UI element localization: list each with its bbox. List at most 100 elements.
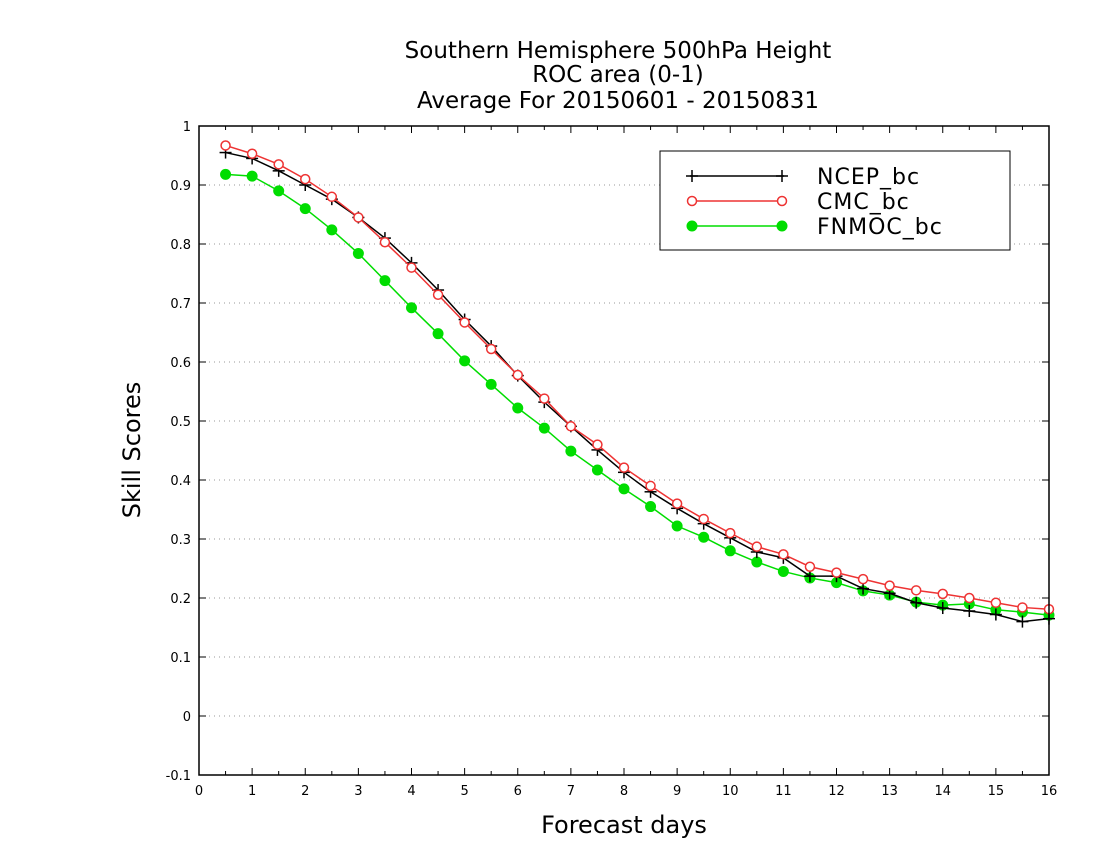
data-point-cmc-bc [246,148,258,159]
data-point-cmc-bc [831,567,842,578]
data-point-cmc-bc [964,592,975,604]
data-point-cmc-bc [804,561,816,572]
data-point-ncep-bc [936,602,949,615]
data-point-fnmoc-bc [538,422,550,434]
legend-label: CMC_bc [817,190,910,215]
data-point-cmc-bc [406,262,417,273]
data-point-cmc-bc [1017,602,1028,613]
data-point-fnmoc-bc [273,185,285,197]
data-point-ncep-bc [910,596,923,609]
series-layer [219,140,1055,628]
data-point-cmc-bc [751,541,763,552]
data-point-ncep-bc [963,604,976,617]
x-tick-label: 12 [828,784,845,799]
x-tick-label: 13 [881,784,898,799]
data-point-cmc-bc [459,317,470,328]
y-tick-label: 1 [183,120,191,135]
x-tick-label: 6 [514,784,522,799]
data-point-fnmoc-bc [777,565,789,577]
x-tick-label: 2 [301,784,309,799]
data-point-cmc-bc [698,513,709,525]
data-point-fnmoc-bc [326,224,338,236]
data-point-fnmoc-bc [671,520,683,532]
legend-marker-right [776,195,788,207]
data-point-fnmoc-bc [698,531,710,543]
data-point-cmc-bc [326,191,338,203]
data-point-ncep-bc [803,570,816,583]
legend-label: NCEP_bc [817,165,920,190]
data-point-cmc-bc [273,159,284,170]
data-point-fnmoc-bc [618,483,630,495]
data-point-cmc-bc [220,140,231,151]
title-line-3: Average For 20150601 - 20150831 [417,88,819,114]
x-tick-label: 11 [775,784,792,799]
data-point-fnmoc-bc [724,545,736,557]
y-tick-label: 0.2 [170,592,191,607]
y-tick-label: 0.8 [170,238,191,253]
data-point-fnmoc-bc [432,328,444,340]
y-tick-label: 0.7 [170,297,191,312]
y-tick-label: 0.9 [170,179,191,194]
y-tick-label: 0.6 [170,356,191,371]
data-point-cmc-bc [857,573,869,585]
data-point-fnmoc-bc [459,355,471,367]
data-point-fnmoc-bc [591,464,603,476]
y-axis-label: Skill Scores [118,382,146,519]
y-tick-label: 0.3 [170,533,191,548]
data-point-cmc-bc [512,369,523,381]
data-point-ncep-bc [1016,615,1029,628]
y-tick-label: 0 [183,710,191,725]
title-line-1: Southern Hemisphere 500hPa Height [405,38,832,64]
y-tick-label: 0.4 [170,474,191,489]
y-tick-label: 0.1 [170,651,191,666]
legend-marker-left [686,170,698,182]
data-point-ncep-bc [989,608,1002,621]
x-tick-label: 3 [354,784,362,799]
data-point-cmc-bc [539,393,550,404]
data-point-cmc-bc [884,580,895,591]
legend-item-cmc-bc: CMC_bc [686,190,910,215]
data-point-cmc-bc [300,173,311,185]
data-point-cmc-bc [485,343,497,355]
data-point-cmc-bc [990,597,1002,608]
data-point-cmc-bc [353,212,364,223]
x-tick-label: 1 [248,784,256,799]
data-point-fnmoc-bc [220,168,232,180]
data-point-fnmoc-bc [299,203,311,215]
data-point-cmc-bc [432,289,444,300]
data-point-cmc-bc [379,236,391,248]
x-tick-label: 7 [567,784,575,799]
data-point-fnmoc-bc [751,556,763,568]
x-tick-label: 8 [620,784,628,799]
axis-ticks: -0.100.10.20.30.40.50.60.70.80.910 1 2 3 4 5 6… [166,120,1058,799]
legend-label: FNMOC_bc [817,215,943,240]
x-tick-label: 16 [1041,784,1058,799]
x-tick-label: 10 [722,784,739,799]
x-axis-label: Forecast days [541,811,707,839]
data-point-ncep-bc [857,582,870,595]
legend-marker-left [686,220,698,232]
data-point-fnmoc-bc [485,378,497,390]
legend-marker-right [776,170,788,182]
x-tick-label: 15 [988,784,1005,799]
y-tick-label: -0.1 [166,769,191,784]
data-point-fnmoc-bc [565,445,577,457]
plot-frame [198,125,1050,776]
data-point-cmc-bc [725,527,736,539]
data-point-cmc-bc [910,585,922,596]
data-point-cmc-bc [778,549,789,560]
data-point-cmc-bc [937,588,948,600]
data-point-cmc-bc [618,462,630,473]
data-point-fnmoc-bc [512,402,524,414]
data-point-fnmoc-bc [645,501,657,513]
data-point-fnmoc-bc [379,275,391,287]
data-point-cmc-bc [645,480,656,492]
title-line-2: ROC area (0-1) [532,62,704,88]
y-tick-label: 0.5 [170,415,191,430]
x-tick-label: 4 [407,784,415,799]
legend-marker-left [686,195,698,207]
data-point-fnmoc-bc [406,302,417,314]
data-point-cmc-bc [671,498,683,509]
